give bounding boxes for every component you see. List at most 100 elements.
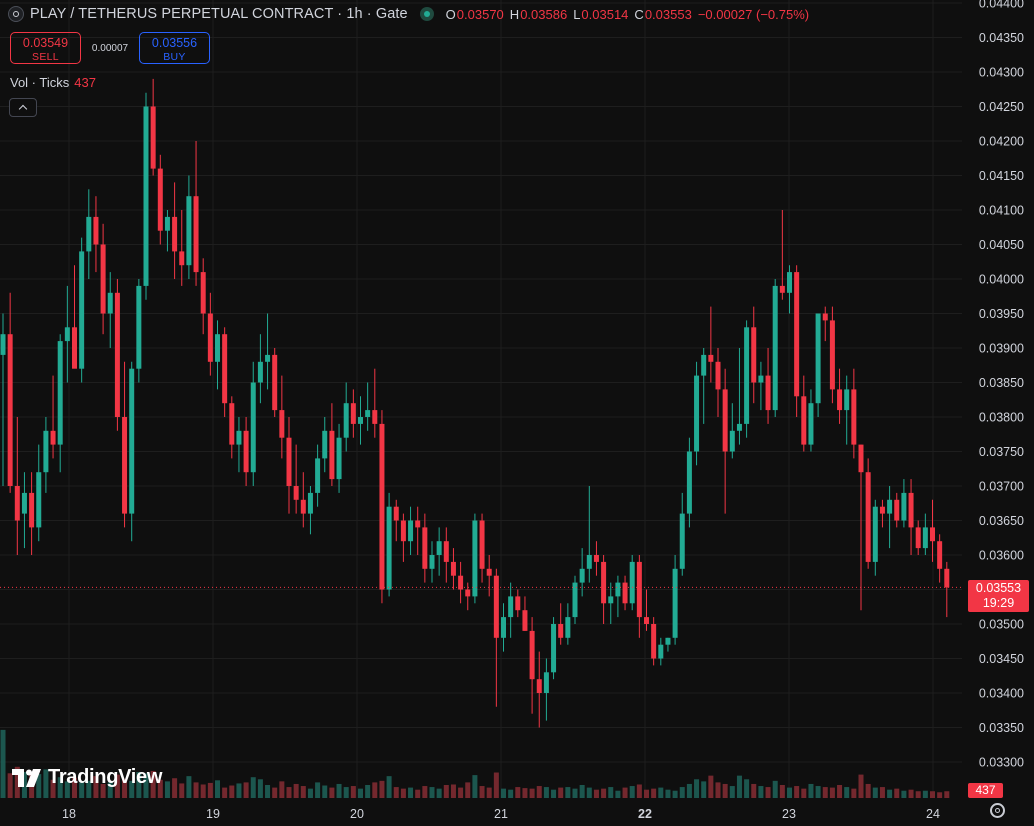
time-tick-label: 23 bbox=[782, 807, 796, 821]
volume-bar bbox=[114, 774, 120, 798]
candle-body bbox=[651, 624, 657, 659]
candle-body bbox=[450, 561, 456, 576]
candle-body bbox=[486, 568, 492, 576]
volume-bar bbox=[908, 789, 914, 798]
candle-body bbox=[179, 251, 185, 266]
candle-body bbox=[329, 430, 335, 480]
price-candles bbox=[0, 78, 950, 728]
volume-bar bbox=[372, 782, 378, 798]
volume-bar bbox=[558, 787, 564, 798]
candle-body bbox=[593, 555, 599, 562]
candle-body bbox=[93, 216, 99, 245]
volume-bar bbox=[672, 790, 678, 798]
volume-legend[interactable]: Vol · Ticks 437 bbox=[10, 75, 96, 90]
volume-bar bbox=[608, 787, 614, 798]
volume-bar bbox=[486, 787, 492, 798]
candle-body bbox=[887, 499, 893, 514]
volume-bar bbox=[758, 786, 764, 798]
volume-bar bbox=[872, 787, 878, 798]
candle-body bbox=[744, 327, 750, 424]
candle-body bbox=[472, 520, 478, 597]
spread-value: 0.00007 bbox=[91, 42, 129, 54]
volume-bar bbox=[679, 787, 685, 798]
candle-body bbox=[322, 430, 328, 459]
volume-bar bbox=[536, 786, 542, 798]
volume-bar bbox=[694, 779, 700, 798]
volume-bar bbox=[386, 776, 392, 798]
volume-bar bbox=[72, 777, 77, 798]
volume-bar bbox=[36, 774, 42, 798]
buy-button[interactable]: 0.03556 BUY bbox=[139, 32, 210, 64]
volume-bar bbox=[200, 784, 206, 798]
volume-bar bbox=[222, 787, 228, 798]
volume-bar bbox=[686, 783, 692, 798]
volume-bar bbox=[450, 784, 456, 798]
candle-body bbox=[429, 555, 435, 569]
candle-body bbox=[257, 361, 263, 383]
candle-body bbox=[501, 617, 506, 638]
volume-legend-label: Vol · Ticks bbox=[10, 75, 70, 90]
volume-bar bbox=[143, 773, 149, 798]
ohlc-change: −0.00027 (−0.75%) bbox=[697, 6, 810, 22]
bar-countdown: 19:29 bbox=[982, 596, 1015, 610]
volume-bar bbox=[179, 783, 185, 798]
candle-body bbox=[458, 575, 464, 590]
candle-body bbox=[736, 423, 742, 431]
volume-bar bbox=[100, 783, 106, 798]
candle-body bbox=[307, 492, 313, 514]
candle-body bbox=[465, 589, 471, 597]
volume-bar bbox=[465, 782, 471, 798]
time-tick-label: 20 bbox=[350, 807, 364, 821]
candle-body bbox=[601, 561, 607, 604]
volume-bar bbox=[300, 786, 306, 798]
settings-gear-icon[interactable] bbox=[990, 803, 1005, 818]
volume-bar bbox=[736, 775, 742, 798]
candle-body bbox=[801, 396, 807, 445]
volume-bar bbox=[729, 786, 735, 798]
candle-body bbox=[779, 285, 785, 293]
volume-bar bbox=[794, 786, 800, 798]
symbol-logo-icon[interactable] bbox=[8, 6, 24, 22]
time-tick-label: 21 bbox=[494, 807, 508, 821]
candle-body bbox=[215, 334, 220, 362]
candle-body bbox=[157, 168, 163, 231]
volume-bar bbox=[901, 790, 907, 798]
volume-bar bbox=[744, 779, 750, 798]
candle-body bbox=[908, 492, 914, 528]
volume-bar bbox=[629, 786, 635, 798]
volume-bar bbox=[315, 782, 321, 798]
volume-bar bbox=[265, 785, 271, 798]
candle-body bbox=[865, 472, 871, 562]
candle-body bbox=[858, 444, 864, 473]
volume-bar bbox=[186, 776, 192, 798]
tradingview-logo[interactable]: TradingView bbox=[12, 766, 162, 789]
candle-body bbox=[808, 403, 814, 445]
price-tick-label: 0.03700 bbox=[979, 480, 1024, 494]
price-tick-label: 0.04350 bbox=[979, 31, 1024, 45]
volume-bar bbox=[14, 766, 20, 798]
volume-bar bbox=[329, 787, 335, 798]
volume-bar bbox=[93, 776, 99, 798]
candle-body bbox=[551, 624, 557, 673]
trade-panel: 0.03549 SELL 0.00007 0.03556 BUY bbox=[10, 32, 210, 64]
time-tick-label: 24 bbox=[926, 807, 940, 821]
volume-bar bbox=[343, 787, 349, 798]
candle-body bbox=[393, 506, 399, 521]
volume-bar bbox=[779, 785, 785, 798]
sell-button[interactable]: 0.03549 SELL bbox=[10, 32, 81, 64]
candle-body bbox=[193, 196, 199, 273]
candle-body bbox=[300, 499, 306, 514]
candle-body bbox=[672, 568, 678, 638]
sell-label: SELL bbox=[32, 51, 59, 63]
symbol-title[interactable]: PLAY / TETHERUS PERPETUAL CONTRACT · 1h … bbox=[30, 6, 408, 22]
candle-body bbox=[279, 410, 285, 438]
market-status-icon[interactable] bbox=[419, 7, 434, 21]
volume-bar bbox=[7, 773, 13, 798]
price-tick-label: 0.03750 bbox=[979, 445, 1024, 459]
volume-bar bbox=[644, 789, 649, 798]
collapse-legend-button[interactable] bbox=[9, 98, 37, 117]
volume-bar bbox=[822, 787, 828, 798]
volume-bar bbox=[930, 791, 935, 798]
candle-body bbox=[915, 527, 921, 549]
